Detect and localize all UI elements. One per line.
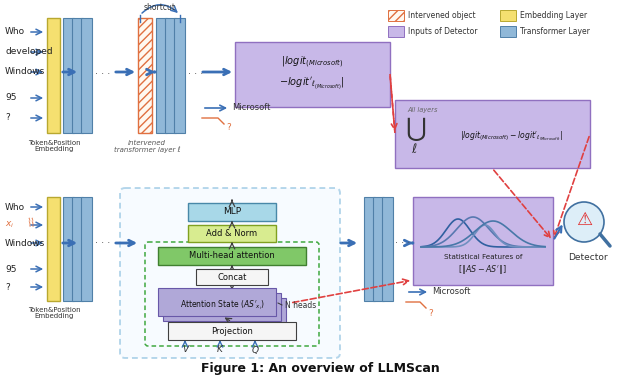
Text: ?: ?	[428, 309, 433, 318]
Text: Token&Position: Token&Position	[28, 140, 80, 146]
Text: · · ·: · · ·	[95, 69, 110, 79]
Text: All layers: All layers	[407, 107, 438, 113]
Bar	[72, 197, 83, 301]
Text: ?: ?	[5, 113, 10, 122]
Text: Windows: Windows	[5, 67, 45, 77]
FancyBboxPatch shape	[120, 188, 340, 358]
Text: 95: 95	[5, 94, 17, 102]
Text: transformer layer ℓ: transformer layer ℓ	[114, 146, 180, 153]
Bar	[63, 18, 74, 133]
Bar	[158, 247, 306, 265]
Text: Transformer Layer: Transformer Layer	[520, 27, 590, 36]
Text: Figure 1: An overview of LLMScan: Figure 1: An overview of LLMScan	[200, 362, 440, 375]
Text: ⚠: ⚠	[576, 211, 592, 229]
Text: Embedding: Embedding	[35, 146, 74, 152]
Text: $|logit_{(Microsoft)} - logit'_{\ell_{(Microsoft)}}|$: $|logit_{(Microsoft)} - logit'_{\ell_{(M…	[460, 130, 563, 143]
Bar	[47, 197, 60, 301]
Text: Windows: Windows	[5, 238, 45, 247]
Text: Microsoft: Microsoft	[232, 103, 270, 113]
Text: Token&Position: Token&Position	[28, 307, 80, 313]
Bar	[165, 18, 176, 133]
Bar	[413, 197, 553, 285]
Text: Add & Norm: Add & Norm	[207, 229, 257, 238]
Text: Microsoft: Microsoft	[432, 288, 470, 296]
Bar	[364, 197, 375, 301]
Bar	[174, 18, 185, 133]
Text: · · ·: · · ·	[188, 69, 204, 79]
Bar	[500, 26, 516, 37]
Bar	[158, 288, 276, 316]
Text: Detector: Detector	[568, 254, 608, 263]
Text: Statistical Features of: Statistical Features of	[444, 254, 522, 260]
Bar	[163, 293, 281, 321]
Bar	[81, 18, 92, 133]
Text: Projection: Projection	[211, 326, 253, 335]
Text: Who: Who	[5, 202, 25, 211]
Text: Attention State $(AS'_{x_i})$: Attention State $(AS'_{x_i})$	[180, 298, 264, 312]
Text: K: K	[217, 346, 223, 354]
Bar	[138, 18, 152, 133]
Text: intervened: intervened	[128, 140, 166, 146]
Text: ?: ?	[226, 122, 231, 132]
Text: $- logit'_{\ell_{(Microsoft)}}|$: $- logit'_{\ell_{(Microsoft)}}|$	[279, 76, 345, 92]
Text: Concat: Concat	[218, 273, 246, 282]
Text: 95: 95	[5, 265, 17, 274]
Bar	[196, 269, 268, 285]
Bar	[373, 197, 384, 301]
Bar	[72, 18, 83, 133]
Bar	[382, 197, 393, 301]
Bar	[500, 10, 516, 21]
Text: $|logit_{(Microsoft)}$: $|logit_{(Microsoft)}$	[281, 54, 343, 70]
Text: Embedding Layer: Embedding Layer	[520, 11, 587, 20]
Text: V: V	[182, 346, 188, 354]
Bar	[388, 10, 404, 21]
Text: Multi-head attention: Multi-head attention	[189, 252, 275, 260]
Text: ?: ?	[5, 282, 10, 291]
Bar	[63, 197, 74, 301]
Text: · · ·: · · ·	[395, 238, 410, 248]
Bar	[81, 197, 92, 301]
Text: Who: Who	[5, 28, 25, 36]
Text: Intervened object: Intervened object	[408, 11, 476, 20]
Bar	[388, 26, 404, 37]
Text: Embedding: Embedding	[35, 313, 74, 319]
Text: developed: developed	[5, 47, 52, 56]
Bar	[168, 322, 296, 340]
Text: Inputs of Detector: Inputs of Detector	[408, 27, 477, 36]
Text: $[\|AS - AS^{\prime}\|]$: $[\|AS - AS^{\prime}\|]$	[458, 263, 508, 276]
Text: shortcut: shortcut	[144, 3, 176, 13]
Bar	[47, 18, 60, 133]
Text: · · ·: · · ·	[95, 238, 110, 248]
Text: /: /	[27, 218, 33, 228]
Bar	[395, 100, 590, 168]
Circle shape	[564, 202, 604, 242]
Text: Q: Q	[252, 346, 259, 354]
Text: MLP: MLP	[223, 207, 241, 216]
Text: /: /	[30, 218, 36, 228]
Text: $\bigcup_{\ell}$: $\bigcup_{\ell}$	[405, 116, 426, 156]
Bar	[235, 42, 390, 107]
Bar	[188, 225, 276, 242]
Bar	[168, 298, 286, 326]
Text: $x_i$: $x_i$	[5, 220, 14, 230]
Bar	[188, 203, 276, 221]
Text: N heads: N heads	[285, 301, 316, 310]
Bar	[156, 18, 167, 133]
